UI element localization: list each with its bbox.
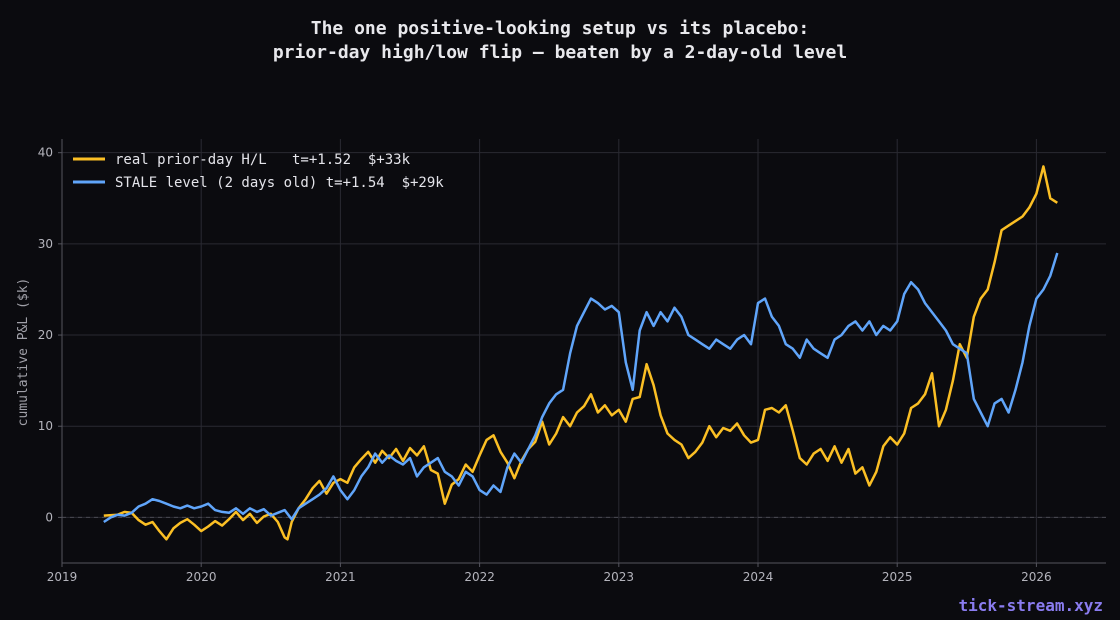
x-tick-label-2020: 2020 (186, 570, 217, 584)
x-axis-ticks: 2019 2020 2021 2022 2023 2024 2025 2026 (47, 563, 1052, 584)
axes-frame (61, 139, 1106, 564)
x-tick-label-2019: 2019 (47, 570, 78, 584)
y-tick-label-40: 40 (38, 146, 53, 160)
x-tick-label-2022: 2022 (464, 570, 495, 584)
x-tick-label-2024: 2024 (743, 570, 774, 584)
y-axis-ticks: 0 10 20 30 40 (38, 146, 62, 524)
y-tick-label-20: 20 (38, 328, 53, 342)
series-line-stale-level (103, 252, 1059, 524)
x-tick-label-2025: 2025 (882, 570, 913, 584)
y-tick-label-10: 10 (38, 419, 53, 433)
grid-lines (61, 139, 1106, 563)
chart-title-line-1: The one positive-looking setup vs its pl… (310, 18, 810, 39)
series-line-real-prior-day (103, 165, 1058, 541)
x-tick-label-2026: 2026 (1021, 570, 1052, 584)
chart-title-line-2: prior-day high/low flip — beaten by a 2-… (272, 42, 848, 63)
y-tick-label-30: 30 (38, 237, 53, 251)
y-tick-label-0: 0 (45, 510, 53, 524)
brand-watermark: tick-stream.xyz (959, 596, 1104, 615)
x-tick-label-2021: 2021 (325, 570, 356, 584)
y-axis-label: cumulative P&L ($k) (16, 278, 31, 427)
x-tick-label-2023: 2023 (604, 570, 635, 584)
legend: real prior-day H/L t=+1.52 $+33k STALE l… (73, 152, 444, 191)
series-lines (103, 165, 1059, 541)
legend-entry-stale: STALE level (2 days old) t=+1.54 $+29k (115, 175, 444, 191)
legend-entry-real: real prior-day H/L t=+1.52 $+33k (115, 152, 411, 168)
